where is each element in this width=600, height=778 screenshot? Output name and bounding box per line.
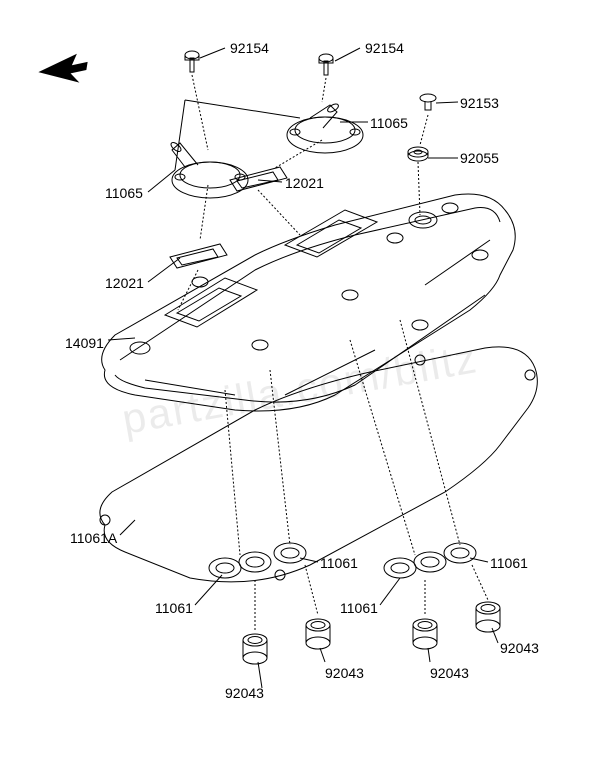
exploded-view-drawing [0,0,600,778]
part-label-92043-4: 92043 [500,640,539,656]
gasket-12021-left [170,244,227,268]
seal-11061-a [209,552,271,578]
tube-92043-2 [306,619,330,649]
valve-cover-14091 [102,194,516,411]
tube-92043-1 [243,634,267,664]
part-label-11061-3: 11061 [155,600,193,616]
seal-11061-c [384,552,446,578]
part-label-92154-2: 92154 [365,40,404,56]
part-label-92043-3: 92043 [430,665,469,681]
part-label-92043-1: 92043 [225,685,264,701]
screw-92153 [420,94,436,110]
part-label-11061-4: 11061 [340,600,378,616]
tube-92043-3 [413,619,437,649]
part-label-14091: 14091 [65,335,104,351]
bolt-92154-left [185,51,199,72]
diagram-canvas: 92154 92154 92153 11065 92055 11065 12021 12021… [0,0,600,778]
tube-92043-4 [476,602,500,632]
part-label-12021-2: 12021 [105,275,144,291]
callout-leaders [108,48,498,688]
bolt-92154-right [319,54,333,75]
part-label-92154-1: 92154 [230,40,269,56]
washer-92055 [408,147,428,161]
part-label-12021-1: 12021 [285,175,324,191]
part-label-11061-2: 11061 [490,555,528,571]
part-label-11061-1: 11061 [320,555,358,571]
part-label-11061A: 11061A [70,530,117,546]
part-label-92043-2: 92043 [325,665,364,681]
part-label-92153: 92153 [460,95,499,111]
part-label-11065-2: 11065 [105,185,143,201]
cap-11065-right [287,102,363,153]
seal-11061-b [274,543,306,563]
seal-11061-d [444,543,476,563]
part-label-92055: 92055 [460,150,499,166]
part-label-11065-1: 11065 [370,115,408,131]
